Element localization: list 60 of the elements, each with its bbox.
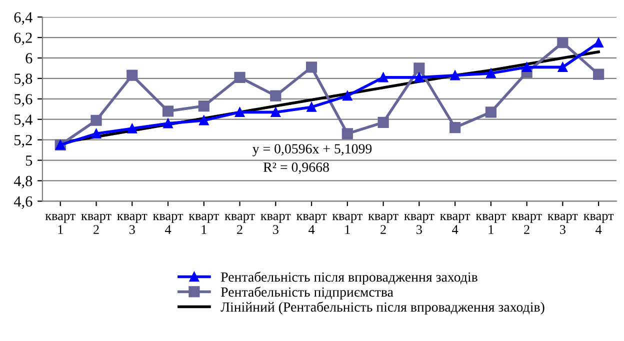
point	[557, 37, 568, 48]
point	[449, 122, 461, 134]
x-tick-label: кварт 1	[476, 214, 506, 234]
annotation: y = 0,0596x + 5,1099	[252, 144, 372, 156]
x-tick-label: кварт 1	[45, 214, 76, 234]
y-tick-label: 5,6	[14, 94, 32, 107]
x-tick-label: кварт 2	[224, 214, 255, 234]
x-tick-label: кварт 4	[584, 214, 614, 234]
point	[234, 107, 245, 118]
point	[270, 90, 282, 102]
y-tick-label: 6,4	[14, 12, 32, 25]
x-tick-label: кварт 2	[368, 214, 398, 234]
point	[162, 106, 174, 117]
y-tick-label: 4,6	[14, 196, 32, 209]
x-tick-label: кварт 3	[117, 214, 148, 234]
y-tick-label: 5,2	[14, 134, 32, 148]
x-tick-label: кварт 2	[512, 214, 542, 234]
point	[342, 128, 353, 140]
point	[234, 72, 246, 83]
point	[594, 38, 604, 48]
point	[342, 90, 352, 101]
point	[163, 118, 173, 128]
legend-label: Лінійний (Рентабельність після впровадження заходів)	[220, 302, 544, 315]
point	[486, 68, 496, 78]
annotation: R² = 0,9668	[263, 162, 329, 174]
x-tick-label: кварт 4	[440, 214, 470, 234]
point	[127, 124, 137, 134]
x-tick-label: кварт 4	[296, 214, 327, 234]
point	[126, 70, 138, 81]
y-tick-label: 6,2	[14, 32, 32, 46]
y-tick-label: 4,8	[14, 176, 32, 188]
x-tick-label: кварт 1	[188, 214, 219, 234]
x-tick-label: кварт 2	[81, 214, 112, 234]
point	[485, 106, 496, 118]
y-tick-label: 5,8	[14, 74, 32, 86]
y-tick-label: 5	[26, 156, 32, 166]
y-tick-label: 5,4	[14, 114, 32, 127]
legend-label: Рентабельність підприємства	[220, 286, 394, 300]
point	[90, 114, 102, 126]
point	[378, 72, 388, 82]
legend-label: Рентабельність після впровадження заходів	[220, 272, 478, 285]
point	[450, 70, 460, 80]
point	[198, 100, 210, 112]
y-tick-label: 6	[26, 53, 32, 64]
point	[522, 62, 532, 72]
x-tick-label: кварт 4	[153, 214, 184, 234]
point	[199, 116, 209, 126]
point	[558, 62, 568, 72]
x-tick-label: кварт 3	[548, 214, 578, 234]
point	[270, 107, 281, 118]
x-tick-label: кварт 1	[332, 214, 362, 234]
point	[306, 102, 316, 112]
point	[91, 128, 102, 139]
x-tick-label: кварт 3	[260, 214, 291, 234]
point	[378, 116, 389, 128]
x-tick-label: кварт 3	[404, 214, 434, 234]
point	[306, 62, 318, 73]
point	[414, 62, 425, 74]
point	[414, 72, 424, 82]
point	[593, 68, 604, 80]
